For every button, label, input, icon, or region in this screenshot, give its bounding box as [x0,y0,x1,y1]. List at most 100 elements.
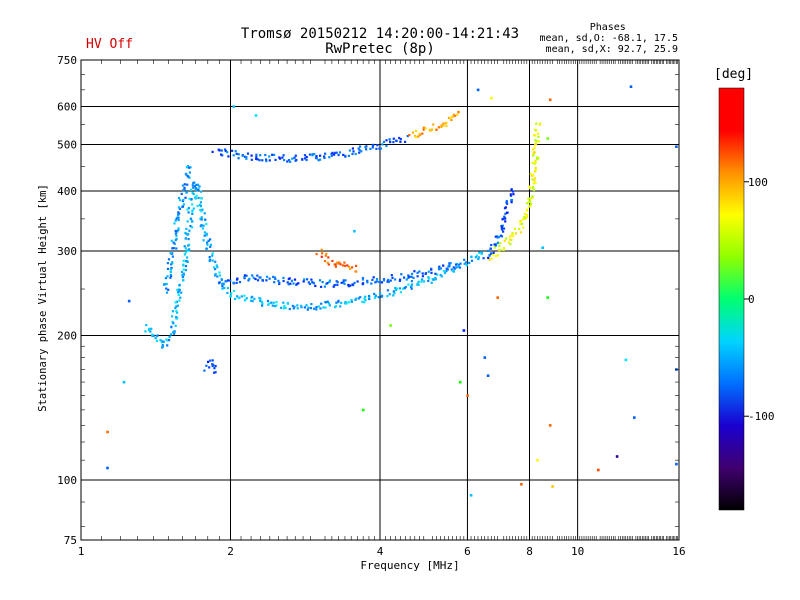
echo-point [339,263,342,266]
echo-point [245,297,248,300]
echo-point [436,273,439,276]
echo-point [171,247,174,250]
echo-point [331,151,334,154]
echo-point [172,247,176,250]
echo-point [200,210,203,213]
echo-point [185,260,188,263]
echo-point [178,199,182,202]
echo-point [494,244,497,247]
echo-point [127,299,131,303]
echo-point [294,154,297,157]
echo-point [403,287,406,290]
echo-point [313,307,316,310]
echo-point [169,333,173,336]
echo-point [181,276,185,279]
echo-point [214,268,217,271]
echo-point [214,365,217,368]
echo-point [147,329,150,332]
echo-point [286,281,289,284]
echo-point [343,282,346,285]
echo-point [310,303,313,306]
echo-point [303,278,306,281]
echo-point [532,152,535,155]
echo-point [487,256,490,259]
echo-point [191,191,194,194]
echo-point [201,208,204,211]
echo-point [534,128,537,131]
echo-point [191,212,194,215]
echo-point [410,275,413,278]
echo-point [218,149,221,152]
echo-point [167,288,170,291]
echo-point [536,156,539,159]
echo-point [337,153,340,157]
y-tick-label: 500 [57,139,77,152]
echo-point [437,267,441,270]
echo-point [492,251,495,254]
echo-point [489,247,492,250]
echo-point [675,462,678,466]
echo-point [439,267,443,270]
echo-point [122,380,126,384]
echo-point [161,344,164,347]
echo-point [166,262,169,265]
echo-point [350,300,353,303]
echo-point [388,293,391,296]
echo-point [349,284,352,287]
echo-point [387,278,390,281]
echo-point [323,285,326,288]
echo-point [523,216,526,219]
echo-point [292,282,295,285]
echo-point [328,279,331,282]
echo-point [271,304,274,307]
echo-point [191,209,194,212]
echo-point [379,292,382,295]
echo-point [214,272,217,276]
echo-point [171,255,174,258]
echo-point [183,253,186,256]
echo-point [324,152,327,155]
echo-point [463,258,466,261]
echo-point [173,242,176,245]
echo-point [243,274,246,277]
echo-point [501,224,504,227]
echo-point [361,300,364,303]
echo-point [206,243,209,246]
echo-point [469,494,473,497]
echo-point [490,243,493,247]
echo-point [170,266,173,270]
echo-point [181,205,184,208]
echo-point [176,304,179,307]
echo-point [211,259,214,262]
echo-point [445,121,448,124]
echo-point [394,278,397,281]
echo-point [170,252,173,255]
echo-point [304,157,307,160]
colorbar-tick-label: 100 [748,176,768,189]
echo-point [177,214,180,217]
echo-point [300,304,303,307]
echo-point [375,278,379,281]
echo-point [170,325,173,328]
echo-point [165,287,168,290]
echo-point [196,183,200,186]
echo-point [372,276,375,279]
echo-point [548,424,552,427]
echo-point [511,232,514,235]
echo-point [232,105,236,108]
x-tick-label: 2 [227,545,234,558]
echo-point [192,207,195,210]
echo-point [624,358,628,362]
echo-point [392,290,395,293]
phase-stats-o: mean, sd,O: -68.1, 17.5 [539,33,678,44]
echo-point [255,155,258,159]
echo-point [335,301,338,304]
echo-point [421,272,424,275]
echo-point [327,263,330,266]
echo-point [400,273,403,276]
echo-point [512,234,515,238]
echo-point [305,155,308,159]
echo-point [182,273,185,276]
echo-point [428,277,431,280]
echo-point [450,118,453,121]
